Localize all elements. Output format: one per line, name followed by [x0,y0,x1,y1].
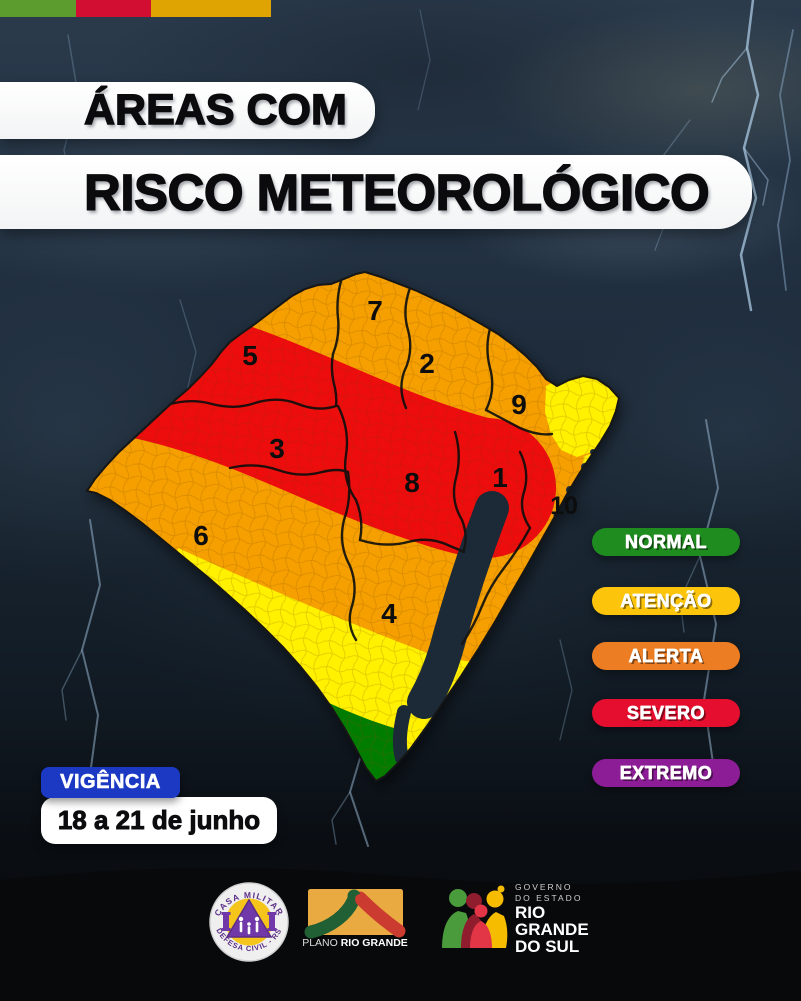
ground-silhouette [0,867,801,1001]
zone-alerta-orange [87,272,619,781]
governo-small-line2: DO ESTADO [515,893,582,903]
region-label-9: 9 [511,389,527,420]
title-plate-line1: ÁREAS COM [0,82,375,139]
top-color-bar [0,0,271,17]
plano-text-name: RIO GRANDE [341,937,408,949]
region-label-1: 1 [492,462,508,493]
plano-green-arm [304,894,360,939]
plano-green-fist [347,889,361,903]
region-label-5: 5 [242,340,258,371]
plano-logo-background [308,889,403,935]
legend-label-atencao: ATENÇÃO [620,590,712,611]
legend-label-extremo: EXTREMO [619,762,713,783]
plano-rio-grande-logo: PLANO RIO GRANDE [302,889,408,949]
title-plate-line2: RISCO METEOROLÓGICO [0,155,752,229]
plano-red-hand [355,894,365,904]
seal-triangle [225,898,273,938]
legend-item-alerta: ALERTA [592,642,740,670]
validity-dates-badge: 18 a 21 de junho [41,797,277,844]
governo-silhouettes [442,885,508,948]
title-line1: ÁREAS COM [83,85,347,134]
validity-period: 18 a 21 de junho [57,805,261,836]
plano-red-arm [353,891,406,938]
region-boundaries [165,279,554,646]
region-label-2: 2 [419,348,435,379]
zone-severo-red-band [87,300,556,558]
defesa-civil-arc-top-text: CASA MILITAR [212,890,284,918]
legend-item-extremo: EXTREMO [592,759,740,787]
risk-map: 1 2 3 4 5 6 7 8 9 10 [85,270,621,783]
municipality-texture [87,272,619,781]
top-bar-red-segment [76,0,151,17]
zone-atencao-yellow-south [120,548,480,781]
top-bar-green-segment [0,0,76,17]
governo-small-line1: GOVERNO [515,882,572,892]
plano-text-prefix: PLANO [302,937,341,949]
legend-item-normal: NORMAL [592,528,740,556]
defesa-civil-arc-bottom-text: DEFESA CIVIL - RS [214,927,282,953]
legend-item-atencao: ATENÇÃO [592,587,740,615]
plano-logo-text: PLANO RIO GRANDE [302,937,408,949]
governo-yellow-figure [480,885,508,948]
lagoons [392,449,596,765]
governo-big-line1: RIO [515,903,545,922]
region-label-3: 3 [269,433,285,464]
governo-big-line2: GRANDE [515,920,589,939]
validity-badge: VIGÊNCIA [41,767,180,798]
zone-normal-green-tip [285,690,410,781]
governo-big-line3: DO SUL [515,937,579,956]
governo-rs-logo: GOVERNO DO ESTADO RIO GRANDE DO SUL [442,882,589,956]
governo-darkred-figure [461,893,487,948]
seal-family-figures [238,916,260,935]
zone-atencao-yellow-ne [545,375,619,457]
region-labels: 1 2 3 4 5 6 7 8 9 10 [193,295,578,629]
seal-yellow-circle [225,898,273,946]
region-label-4: 4 [381,598,397,629]
title-line2: RISCO METEOROLÓGICO [83,163,710,221]
top-bar-gold-segment [151,0,271,17]
svg-text:DEFESA CIVIL - RS: DEFESA CIVIL - RS [214,927,283,953]
state-outline [85,270,621,783]
governo-text-block: GOVERNO DO ESTADO RIO GRANDE DO SUL [515,882,589,956]
region-label-10: 10 [550,492,578,520]
zone-atencao-yellow-ne-small [582,449,617,477]
legend-label-normal: NORMAL [625,531,707,552]
legend-label-alerta: ALERTA [628,645,704,666]
legend-label-severo: SEVERO [626,702,706,723]
legend-item-severo: SEVERO [592,699,740,727]
governo-green-figure [442,889,470,948]
region-label-8: 8 [404,467,420,498]
validity-label: VIGÊNCIA [60,771,161,794]
defesa-civil-logo: CASA MILITAR DEFESA CIVIL - RS [209,882,289,962]
region-label-7: 7 [367,295,383,326]
seal-columns [221,912,277,931]
footer-logos: CASA MILITAR DEFESA CIVIL - RS [209,882,589,962]
region-label-6: 6 [193,520,209,551]
svg-text:CASA MILITAR: CASA MILITAR [212,890,286,918]
governo-red-figure [470,904,492,948]
